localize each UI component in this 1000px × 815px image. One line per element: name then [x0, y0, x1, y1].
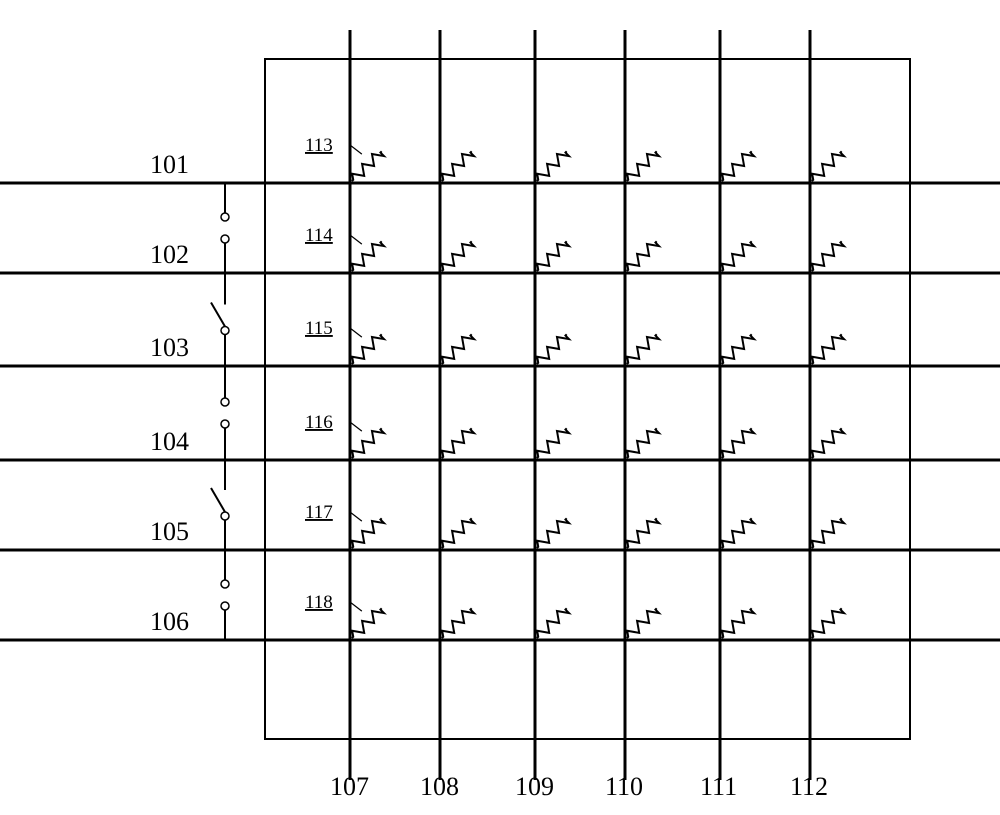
row-label: 106	[150, 607, 189, 636]
col-label: 112	[790, 772, 828, 801]
resistor-label: 117	[305, 502, 333, 523]
knife-pivot	[221, 512, 229, 520]
pushbutton-terminal	[221, 398, 229, 406]
crossbar-diagram: 101 102 103 104 105 106 107 108 109 110 111 112 113 1…	[0, 0, 1000, 815]
pushbutton-terminal	[221, 420, 229, 428]
row-label: 101	[150, 150, 189, 179]
pushbutton-terminal	[221, 235, 229, 243]
col-label: 109	[515, 772, 554, 801]
col-label: 111	[700, 772, 737, 801]
resistor-label: 114	[305, 225, 333, 246]
row-label: 103	[150, 333, 189, 362]
pushbutton-terminal	[221, 580, 229, 588]
col-label: 107	[330, 772, 369, 801]
row-label: 105	[150, 517, 189, 546]
resistor-label: 113	[305, 135, 333, 156]
pushbutton-terminal	[221, 602, 229, 610]
knife-pivot	[221, 327, 229, 335]
row-label: 102	[150, 240, 189, 269]
pushbutton-terminal	[221, 213, 229, 221]
resistor-label: 118	[305, 592, 333, 613]
resistor-label: 115	[305, 318, 333, 339]
col-label: 110	[605, 772, 643, 801]
resistor-label: 116	[305, 412, 333, 433]
col-label: 108	[420, 772, 459, 801]
row-label: 104	[150, 427, 189, 456]
